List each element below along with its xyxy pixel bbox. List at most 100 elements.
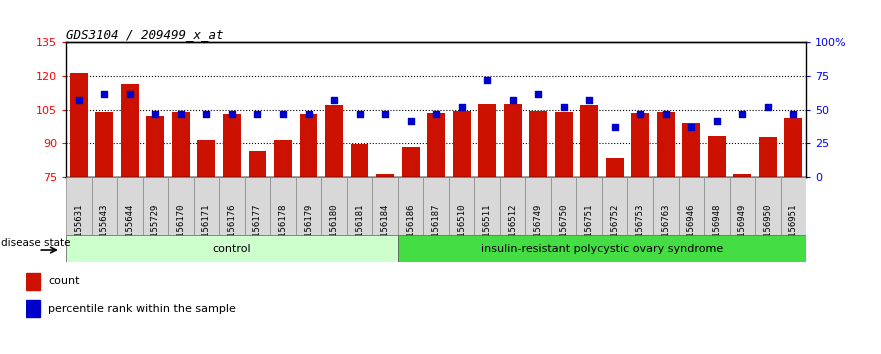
- Bar: [92, 177, 117, 235]
- Text: GSM156187: GSM156187: [432, 203, 440, 252]
- Text: GSM156750: GSM156750: [559, 203, 568, 252]
- Bar: [376, 174, 394, 177]
- Bar: [453, 111, 470, 177]
- Bar: [219, 177, 245, 235]
- Point: [710, 118, 724, 123]
- Text: GSM156177: GSM156177: [253, 203, 262, 252]
- Bar: [70, 73, 88, 177]
- Text: GSM156179: GSM156179: [304, 203, 313, 252]
- Bar: [95, 112, 114, 177]
- Bar: [322, 177, 347, 235]
- Point: [455, 104, 469, 110]
- Bar: [26, 300, 40, 317]
- Point: [301, 111, 315, 116]
- Bar: [300, 114, 317, 177]
- Point: [276, 111, 290, 116]
- Text: GSM156178: GSM156178: [278, 203, 287, 252]
- Bar: [66, 177, 92, 235]
- Bar: [478, 104, 496, 177]
- Text: GSM156763: GSM156763: [662, 203, 670, 252]
- Bar: [197, 140, 215, 177]
- Point: [403, 118, 418, 123]
- Text: GSM156948: GSM156948: [713, 203, 722, 252]
- Bar: [351, 144, 368, 177]
- Text: GSM156180: GSM156180: [329, 203, 338, 252]
- Bar: [194, 177, 219, 235]
- Text: GSM156512: GSM156512: [508, 203, 517, 252]
- Point: [429, 111, 443, 116]
- Text: GSM156186: GSM156186: [406, 203, 415, 252]
- Text: disease state: disease state: [2, 238, 70, 248]
- Bar: [223, 114, 241, 177]
- Bar: [784, 118, 803, 177]
- Point: [199, 111, 213, 116]
- Bar: [474, 177, 500, 235]
- Text: GSM156181: GSM156181: [355, 203, 364, 252]
- Point: [582, 97, 596, 103]
- Bar: [66, 235, 398, 262]
- Text: GSM156946: GSM156946: [687, 203, 696, 252]
- Bar: [398, 177, 424, 235]
- Bar: [657, 112, 675, 177]
- Point: [480, 77, 494, 83]
- Point: [787, 111, 801, 116]
- Point: [506, 97, 520, 103]
- Bar: [248, 151, 266, 177]
- Bar: [146, 116, 165, 177]
- Bar: [555, 112, 573, 177]
- Point: [761, 104, 775, 110]
- Bar: [427, 113, 445, 177]
- Text: GSM156511: GSM156511: [483, 203, 492, 252]
- Bar: [296, 177, 322, 235]
- Bar: [704, 177, 729, 235]
- Bar: [424, 177, 448, 235]
- Text: GSM156951: GSM156951: [788, 203, 798, 252]
- Text: GSM156170: GSM156170: [176, 203, 185, 252]
- Bar: [143, 177, 168, 235]
- Point: [148, 111, 162, 116]
- Bar: [26, 273, 40, 290]
- Text: GSM156749: GSM156749: [534, 203, 543, 252]
- Bar: [172, 112, 189, 177]
- Text: GSM156949: GSM156949: [737, 203, 747, 252]
- Bar: [347, 177, 373, 235]
- Bar: [781, 177, 806, 235]
- Text: count: count: [48, 276, 80, 286]
- Point: [97, 91, 111, 96]
- Bar: [525, 177, 551, 235]
- Text: GSM156752: GSM156752: [611, 203, 619, 252]
- Bar: [683, 123, 700, 177]
- Text: GSM156171: GSM156171: [202, 203, 211, 252]
- Point: [378, 111, 392, 116]
- Bar: [551, 177, 576, 235]
- Bar: [168, 177, 194, 235]
- Bar: [504, 104, 522, 177]
- Bar: [270, 177, 296, 235]
- Point: [608, 124, 622, 130]
- Text: control: control: [212, 244, 251, 254]
- Point: [557, 104, 571, 110]
- Point: [250, 111, 264, 116]
- Bar: [759, 137, 777, 177]
- Bar: [373, 177, 398, 235]
- Text: GSM156950: GSM156950: [763, 203, 773, 252]
- Text: GSM156184: GSM156184: [381, 203, 389, 252]
- Bar: [274, 140, 292, 177]
- Bar: [653, 177, 678, 235]
- Bar: [529, 111, 547, 177]
- Text: GDS3104 / 209499_x_at: GDS3104 / 209499_x_at: [66, 28, 224, 41]
- Text: GSM156176: GSM156176: [227, 203, 236, 252]
- Bar: [755, 177, 781, 235]
- Text: GSM156753: GSM156753: [636, 203, 645, 252]
- Bar: [121, 84, 139, 177]
- Point: [327, 97, 341, 103]
- Bar: [627, 177, 653, 235]
- Text: GSM156510: GSM156510: [457, 203, 466, 252]
- Point: [225, 111, 239, 116]
- Text: percentile rank within the sample: percentile rank within the sample: [48, 303, 236, 314]
- Bar: [733, 174, 751, 177]
- Point: [531, 91, 545, 96]
- Bar: [602, 177, 627, 235]
- Text: insulin-resistant polycystic ovary syndrome: insulin-resistant polycystic ovary syndr…: [481, 244, 723, 254]
- Bar: [448, 177, 474, 235]
